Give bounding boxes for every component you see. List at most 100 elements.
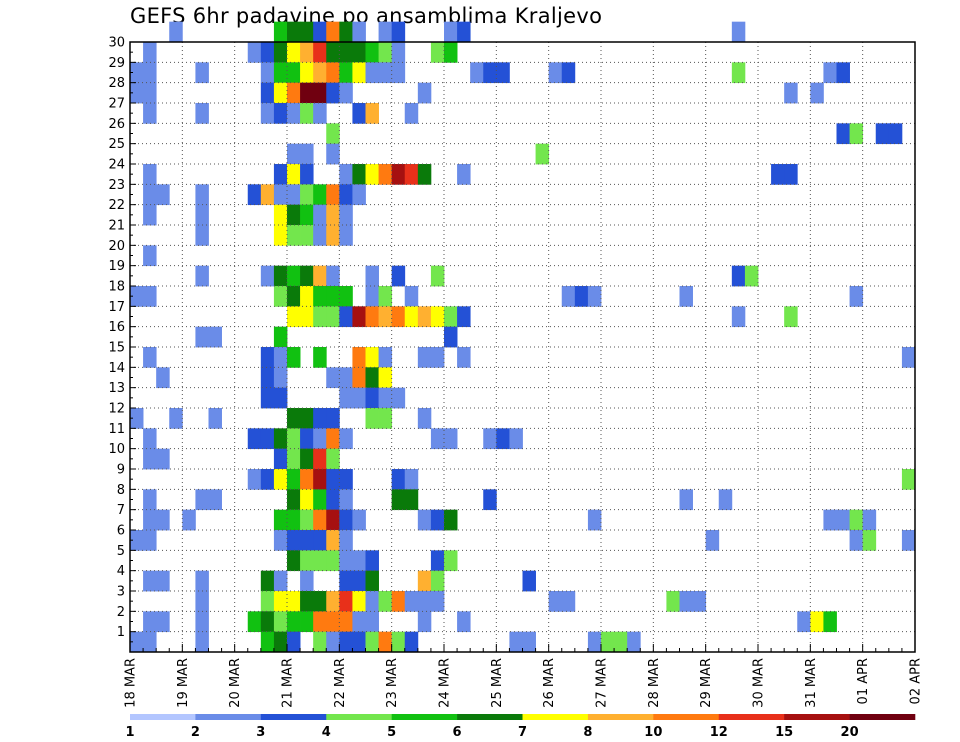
heatmap-cell [417, 306, 432, 328]
heatmap-cell [313, 448, 327, 470]
heatmap-cell [404, 489, 419, 511]
heatmap-cell [287, 62, 301, 84]
x-tick-label: 29 MAR [699, 658, 714, 708]
heatmap-cell [156, 570, 170, 592]
x-tick-label: 24 MAR [438, 658, 453, 708]
heatmap-cell [744, 265, 759, 287]
heatmap-cell [365, 591, 379, 612]
heatmap-cell [339, 489, 353, 511]
colorbar-label: 1 [125, 725, 134, 740]
heatmap-cell [313, 184, 327, 206]
heatmap-cell [391, 469, 406, 490]
heatmap-cell [130, 82, 144, 104]
heatmap-cell [718, 489, 733, 511]
heatmap-cell [300, 550, 314, 572]
heatmap-cell [731, 306, 746, 328]
y-tick-label: 5 [117, 544, 125, 559]
y-tick-label: 15 [108, 341, 125, 356]
heatmap-cell [352, 62, 366, 84]
x-tick-label: 18 MAR [124, 658, 139, 708]
y-tick-label: 14 [108, 361, 125, 376]
heatmap-cell [182, 509, 196, 531]
colorbar-label: 15 [775, 725, 793, 740]
heatmap-cell [143, 611, 157, 633]
heatmap-cell [326, 204, 340, 226]
heatmap-cell [365, 347, 379, 368]
y-tick-label: 4 [117, 564, 125, 579]
y-tick-label: 23 [108, 178, 125, 193]
heatmap-cell [326, 184, 340, 206]
heatmap-cell [313, 530, 327, 551]
heatmap-cell [300, 143, 314, 165]
heatmap-cell [862, 509, 877, 531]
heatmap-cell [365, 631, 379, 653]
colorbar-swatch [522, 714, 589, 720]
heatmap-cell [300, 428, 314, 450]
heatmap-cell [391, 387, 406, 409]
heatmap-cell [365, 286, 379, 307]
colorbar-label: 6 [453, 725, 462, 740]
heatmap-cell [417, 347, 432, 368]
heatmap-cell [849, 123, 864, 145]
x-tick-label: 30 MAR [752, 658, 767, 708]
heatmap-cell [666, 591, 680, 612]
heatmap-cell [444, 550, 458, 572]
heatmap-cell [457, 347, 471, 368]
x-tick-label: 28 MAR [647, 658, 662, 708]
heatmap-cell [195, 570, 209, 592]
x-tick-label: 20 MAR [228, 658, 243, 708]
heatmap-cell [574, 286, 589, 307]
heatmap-cell [378, 164, 393, 185]
heatmap-cell [378, 631, 393, 653]
heatmap-cell [273, 367, 288, 389]
heatmap-cell [365, 265, 379, 287]
heatmap-cell [365, 62, 379, 84]
heatmap-cell [339, 631, 353, 653]
colorbar-label: 12 [710, 725, 728, 740]
heatmap-cell [561, 591, 576, 612]
colorbar: 1 2 3 4 5 6 7 8 10 12 15 20 [125, 714, 916, 740]
heatmap-cell [313, 489, 327, 511]
heatmap-cell [313, 204, 327, 226]
heatmap-cell [260, 82, 275, 104]
y-tick-label: 17 [108, 300, 125, 315]
heatmap-cell [195, 611, 209, 633]
heatmap-cell [287, 489, 301, 511]
heatmap-cell [352, 164, 366, 185]
heatmap-cell [273, 62, 288, 84]
heatmap-cell [208, 489, 222, 511]
heatmap-cell [365, 306, 379, 328]
heatmap-cell [273, 611, 288, 633]
heatmap-cell [313, 306, 327, 328]
y-tick-label: 8 [117, 483, 125, 498]
y-tick-label: 22 [108, 198, 125, 213]
heatmap-cell [679, 286, 693, 307]
heatmap-cell [365, 103, 379, 124]
heatmap-cell [260, 631, 275, 653]
heatmap-cell [208, 408, 222, 429]
heatmap-cell [378, 21, 393, 43]
heatmap-cell [287, 591, 301, 612]
y-axis: 1234567891011121314151617181920212223242… [108, 36, 136, 643]
heatmap-cell [404, 103, 419, 124]
heatmap-cell [260, 387, 275, 409]
heatmap-cell [326, 306, 340, 328]
heatmap-cell [273, 347, 288, 368]
heatmap-cell [195, 204, 209, 226]
heatmap-cell [430, 509, 445, 531]
heatmap-cell [352, 611, 366, 633]
heatmap-cell [457, 164, 471, 185]
heatmap-cell [326, 286, 340, 307]
heatmap-cell [313, 286, 327, 307]
heatmap-cell [352, 21, 366, 43]
heatmap-cell [260, 591, 275, 612]
heatmap-cell [313, 42, 327, 63]
heatmap-cell [273, 387, 288, 409]
colorbar-swatch [718, 714, 785, 720]
colorbar-swatch [260, 714, 327, 720]
heatmap-cell [287, 164, 301, 185]
colorbar-swatch [195, 714, 262, 720]
heatmap-cell [378, 408, 393, 429]
heatmap-cell [156, 367, 170, 389]
